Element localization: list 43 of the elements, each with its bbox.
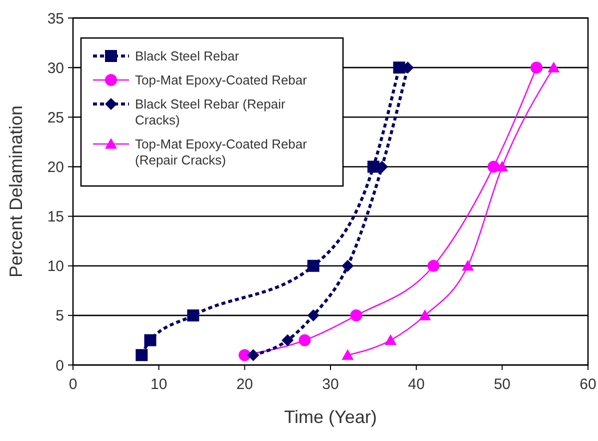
point bbox=[393, 62, 406, 74]
point bbox=[530, 62, 542, 74]
point bbox=[428, 260, 440, 272]
point bbox=[342, 349, 354, 360]
point bbox=[307, 309, 320, 322]
x-tick-label: 0 bbox=[68, 376, 78, 393]
y-tick-label: 10 bbox=[47, 258, 64, 276]
x-tick-label: 50 bbox=[494, 376, 511, 393]
point bbox=[136, 349, 148, 362]
point bbox=[247, 349, 260, 362]
y-tick-label: 35 bbox=[47, 10, 64, 28]
legend-label: Top-Mat Epoxy-Coated Rebar bbox=[135, 72, 308, 88]
x-tick-label: 40 bbox=[408, 376, 425, 393]
point bbox=[418, 309, 431, 320]
x-tick-label: 10 bbox=[150, 376, 168, 393]
point bbox=[462, 260, 474, 271]
point bbox=[548, 62, 560, 72]
y-tick-label: 25 bbox=[47, 109, 64, 126]
point bbox=[238, 349, 251, 362]
legend-label: Black Steel Rebar (Repair Cracks) bbox=[135, 96, 286, 128]
y-tick-label: 0 bbox=[56, 357, 64, 374]
y-tick-label: 15 bbox=[47, 208, 64, 226]
point bbox=[496, 160, 508, 172]
point bbox=[282, 334, 294, 346]
point bbox=[350, 309, 362, 322]
y-tick-label: 5 bbox=[56, 308, 64, 325]
point bbox=[187, 309, 200, 322]
x-tick-label: 60 bbox=[580, 376, 596, 393]
y-tick-label: 20 bbox=[47, 158, 64, 176]
legend-label: Black Steel Rebar bbox=[135, 48, 240, 64]
point bbox=[342, 260, 354, 272]
x-axis-title: Time (Year) bbox=[284, 407, 377, 427]
point bbox=[144, 334, 156, 346]
legend-label: Top-Mat Epoxy-Coated Rebar (Repair Cracks) bbox=[135, 136, 308, 168]
x-tick-label: 30 bbox=[322, 376, 339, 393]
point bbox=[488, 160, 500, 173]
point bbox=[298, 334, 311, 346]
point bbox=[384, 334, 397, 346]
point bbox=[307, 260, 320, 272]
point bbox=[367, 160, 380, 173]
y-tick-label: 30 bbox=[47, 60, 64, 77]
x-tick-label: 20 bbox=[236, 376, 254, 393]
y-axis-title: Percent Delamination bbox=[6, 105, 26, 278]
